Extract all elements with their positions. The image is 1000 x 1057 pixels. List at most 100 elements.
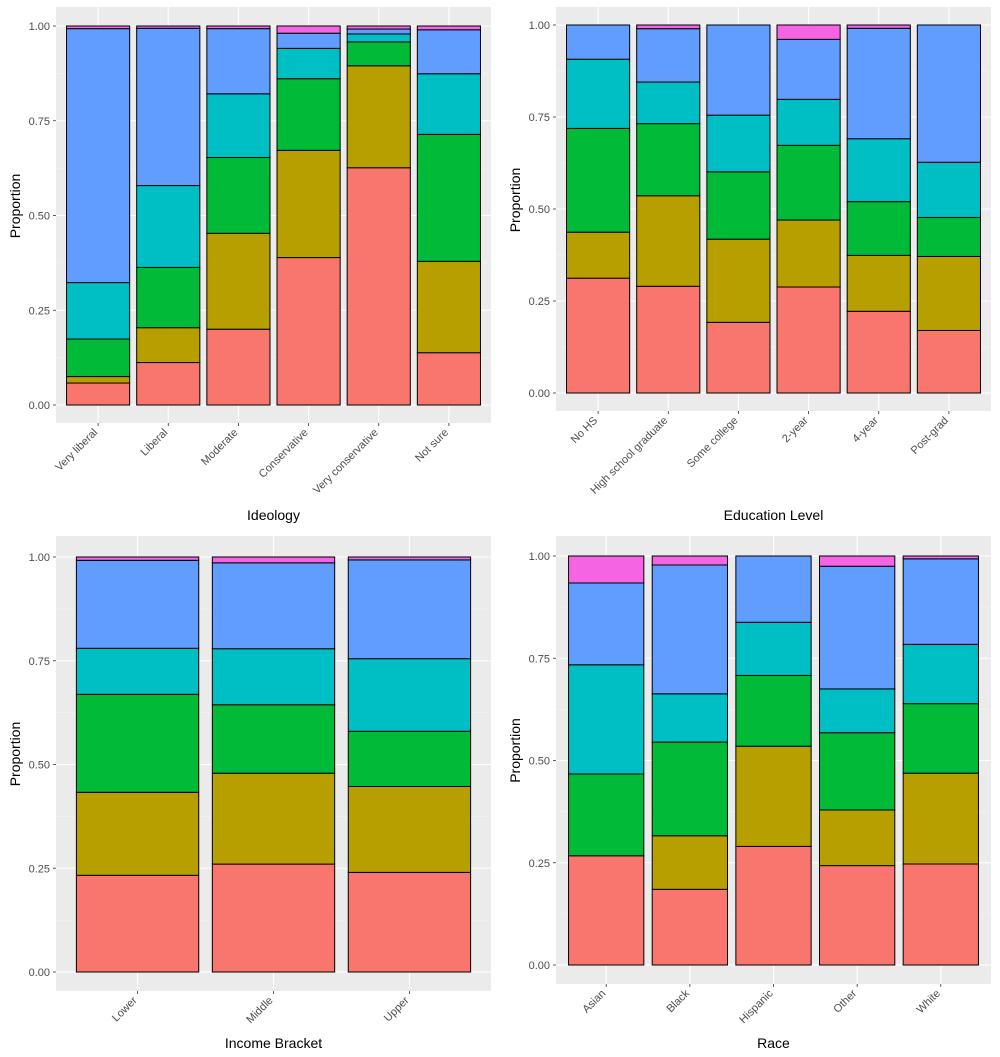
x-tick-label-no-hs: No HS <box>569 415 600 446</box>
bar-conservative-segment-4 <box>276 47 341 80</box>
bar-high-school-graduate-segment-5 <box>636 28 701 83</box>
bar-other-segment-3 <box>819 732 896 811</box>
x-tick-label-hispanic: Hispanic <box>737 987 776 1026</box>
bar-hispanic-segment-4 <box>735 621 812 676</box>
x-tick-label-post-grad: Post-grad <box>909 415 951 457</box>
bar-moderate-segment-1 <box>206 328 271 406</box>
bar-very-conservative-segment-1 <box>346 167 411 406</box>
bar-upper-segment-6 <box>347 556 472 561</box>
bar-no-hs-segment-5 <box>566 24 631 60</box>
x-tick-label-upper: Upper <box>382 994 412 1024</box>
y-tick-label: 0.25 <box>29 305 50 317</box>
bar-middle-segment-5 <box>211 562 336 650</box>
bar-4-year-segment-3 <box>846 201 911 256</box>
x-tick-label-white: White <box>915 988 943 1016</box>
y-tick-label: 1.00 <box>29 21 50 33</box>
bar-very-liberal-segment-4 <box>66 282 131 340</box>
bar-no-hs-segment-2 <box>566 231 631 279</box>
bar-middle-segment-1 <box>211 863 336 973</box>
bar-conservative-segment-1 <box>276 257 341 406</box>
bar-moderate-segment-4 <box>206 93 271 159</box>
bar-lower-segment-6 <box>75 556 200 561</box>
x-tick-label-some-college: Some college <box>685 415 741 471</box>
bar-conservative-segment-5 <box>276 32 341 49</box>
bar-very-conservative-segment-6 <box>346 25 411 30</box>
bar-post-grad-segment-5 <box>916 24 981 163</box>
bar-black-segment-5 <box>651 564 728 695</box>
bar-white-segment-5 <box>902 558 979 645</box>
y-tick-label: 0.00 <box>29 967 50 979</box>
x-tick-label-2-year: 2-year <box>780 414 811 445</box>
bar-asian-segment-5 <box>568 582 645 666</box>
bar-some-college-segment-3 <box>706 171 771 240</box>
bar-liberal-segment-4 <box>136 185 201 268</box>
bar-post-grad-segment-2 <box>916 255 981 331</box>
x-tick-label-high-school-graduate: High school graduate <box>588 415 670 497</box>
y-tick-label: 1.00 <box>529 551 550 563</box>
x-tick-label-4-year: 4-year <box>850 414 881 445</box>
y-tick-label: 0.50 <box>529 204 550 216</box>
y-tick-label: 0.25 <box>29 863 50 875</box>
bar-upper-segment-4 <box>347 658 472 732</box>
x-tick-label-not-sure: Not sure <box>413 427 451 465</box>
x-tick-label-conservative: Conservative <box>257 427 311 481</box>
x-tick-label-middle: Middle <box>244 995 275 1026</box>
bar-liberal-segment-6 <box>136 25 201 29</box>
bar-very-conservative-segment-4 <box>346 33 411 43</box>
y-tick-label: 0.00 <box>529 960 550 972</box>
bar-post-grad-segment-3 <box>916 216 981 257</box>
bar-other-segment-2 <box>819 809 896 867</box>
y-tick-label: 0.25 <box>529 858 550 870</box>
y-tick-label: 0.75 <box>529 112 550 124</box>
bar-asian-segment-4 <box>568 664 645 775</box>
x-tick-label-liberal: Liberal <box>139 427 171 459</box>
bar-some-college-segment-5 <box>706 24 771 116</box>
bar-other-segment-6 <box>819 555 896 567</box>
bar-asian-segment-3 <box>568 773 645 857</box>
bar-2-year-segment-4 <box>776 98 841 146</box>
bar-asian-segment-6 <box>568 555 645 584</box>
bar-very-liberal-segment-3 <box>66 338 131 378</box>
bar-hispanic-segment-1 <box>735 845 812 966</box>
bar-2-year-segment-1 <box>776 286 841 394</box>
bar-no-hs-segment-1 <box>566 277 631 394</box>
bar-white-segment-4 <box>902 643 979 705</box>
bar-4-year-segment-5 <box>846 27 911 140</box>
bar-conservative-segment-6 <box>276 25 341 34</box>
bar-some-college-segment-4 <box>706 114 771 173</box>
x-tick-label-asian: Asian <box>580 988 608 1016</box>
bar-lower-segment-1 <box>75 874 200 973</box>
bar-lower-segment-2 <box>75 791 200 876</box>
bar-liberal-segment-3 <box>136 266 201 329</box>
bar-2-year-segment-2 <box>776 219 841 288</box>
y-tick-label: 0.50 <box>529 756 550 768</box>
y-axis-title: Proportion <box>507 168 523 233</box>
bar-liberal-segment-5 <box>136 27 201 187</box>
bar-not-sure-segment-2 <box>416 260 481 354</box>
bar-high-school-graduate-segment-2 <box>636 195 701 287</box>
y-tick-label: 0.50 <box>29 760 50 772</box>
bar-black-segment-1 <box>651 888 728 966</box>
bar-very-conservative-segment-2 <box>346 65 411 169</box>
bar-liberal-segment-2 <box>136 327 201 364</box>
y-tick-label: 0.75 <box>529 653 550 665</box>
x-tick-label-black: Black <box>664 987 692 1015</box>
bar-lower-segment-3 <box>75 693 200 793</box>
bar-white-segment-6 <box>902 555 979 560</box>
bar-high-school-graduate-segment-1 <box>636 285 701 394</box>
bar-moderate-segment-5 <box>206 28 271 95</box>
bar-black-segment-3 <box>651 741 728 837</box>
bar-lower-segment-5 <box>75 559 200 649</box>
bar-upper-segment-5 <box>347 559 472 660</box>
bar-very-liberal-segment-6 <box>66 25 131 30</box>
bar-not-sure-segment-4 <box>416 73 481 135</box>
bar-some-college-segment-2 <box>706 238 771 323</box>
bar-very-liberal-segment-1 <box>66 382 131 406</box>
bar-hispanic-segment-5 <box>735 555 812 623</box>
bar-white-segment-3 <box>902 703 979 774</box>
x-tick-label-very-conservative: Very conservative <box>311 427 381 497</box>
bar-no-hs-segment-3 <box>566 127 631 233</box>
bar-high-school-graduate-segment-4 <box>636 81 701 125</box>
bar-upper-segment-2 <box>347 785 472 873</box>
bar-black-segment-6 <box>651 555 728 566</box>
